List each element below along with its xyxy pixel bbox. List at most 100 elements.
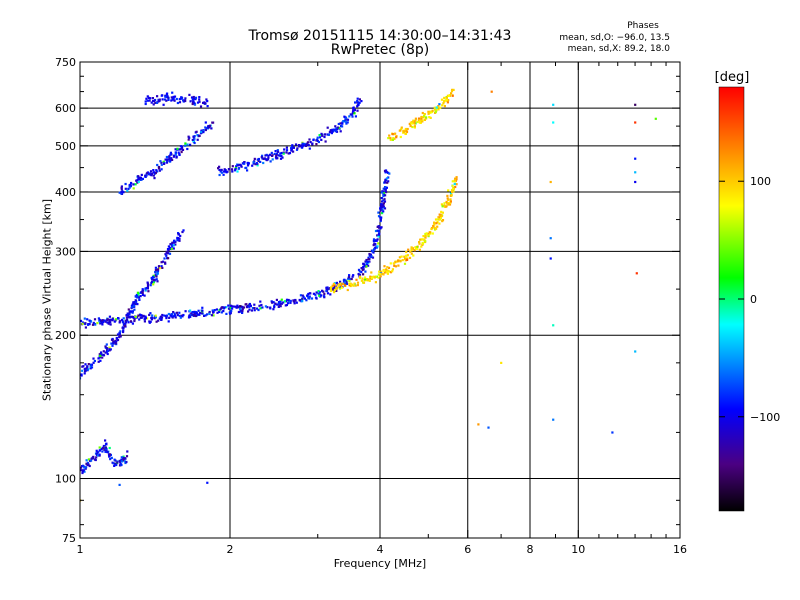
trace-point (225, 306, 228, 309)
x-tick-label: 10 (571, 543, 585, 556)
trace-point (450, 188, 454, 192)
trace-point (149, 312, 152, 315)
trace-point (368, 279, 371, 282)
trace-point (382, 202, 385, 205)
trace-point (154, 171, 157, 174)
trace-point (319, 291, 322, 294)
trace-point (134, 315, 137, 318)
trace-point (102, 447, 105, 450)
trace-point (323, 135, 326, 139)
trace-point (248, 305, 251, 308)
trace-point (179, 148, 182, 151)
trace-point (250, 309, 253, 312)
trace-point (253, 309, 256, 312)
trace-point (178, 101, 182, 104)
trace-point (432, 224, 435, 228)
trace-point (124, 187, 127, 190)
trace-point (224, 169, 227, 172)
trace-point (106, 451, 109, 454)
trace-point (441, 205, 444, 208)
trace-point (264, 154, 267, 157)
trace-point (184, 97, 187, 100)
trace-point (346, 118, 350, 121)
trace-point (169, 247, 172, 250)
colorbar-tick-label: −100 (750, 411, 780, 424)
trace-point (441, 104, 444, 107)
trace-point (439, 106, 442, 109)
trace-point (212, 310, 215, 314)
trace-point (141, 289, 145, 292)
trace-point (149, 170, 153, 173)
trace-point (287, 298, 290, 302)
trace-point (177, 148, 180, 151)
trace-point (208, 310, 211, 314)
trace-point (435, 109, 438, 112)
trace-point (362, 262, 365, 265)
trace-point (186, 147, 189, 151)
trace-point (345, 281, 348, 284)
trace-point (424, 234, 427, 238)
trace-point (139, 314, 142, 317)
trace-point (387, 266, 391, 269)
trace-point (422, 235, 425, 238)
trace-point (105, 447, 108, 450)
trace-point (144, 317, 147, 320)
trace-point (289, 301, 292, 304)
trace-point (141, 177, 144, 180)
trace-point (160, 261, 163, 264)
trace-point (187, 135, 190, 138)
trace-point (108, 446, 111, 450)
trace-point (175, 97, 178, 101)
trace-point (196, 134, 199, 137)
trace-point (436, 225, 439, 228)
trace-point (237, 167, 240, 170)
trace-point (203, 314, 206, 317)
trace-point (240, 165, 243, 168)
trace-point (148, 320, 151, 323)
isolated-point (206, 481, 209, 484)
trace-point (118, 191, 121, 194)
trace-point (156, 95, 159, 98)
trace-point (171, 245, 174, 248)
trace-point (353, 108, 356, 111)
trace-point (181, 315, 184, 318)
trace-point (165, 254, 168, 257)
trace-point (157, 319, 160, 322)
trace-point (204, 314, 207, 317)
trace-point (435, 227, 438, 230)
trace-point (113, 464, 116, 467)
trace-point (204, 121, 207, 124)
trace-point (85, 462, 88, 465)
trace-point (427, 110, 430, 113)
trace-point (151, 275, 155, 278)
trace-point (405, 250, 408, 254)
trace-point (85, 466, 88, 469)
trace-point (169, 153, 172, 156)
trace-point (341, 122, 344, 125)
trace-point (206, 313, 209, 316)
trace-point (124, 320, 127, 323)
trace-point (106, 319, 109, 322)
trace-point (348, 278, 351, 281)
trace-point (387, 137, 390, 140)
trace-point (317, 290, 320, 293)
trace-point (371, 256, 375, 259)
trace-point (174, 148, 177, 151)
trace-point (302, 295, 305, 298)
trace-point (380, 197, 383, 200)
trace-point (187, 316, 191, 319)
trace-point (83, 317, 86, 320)
trace-point (354, 115, 357, 118)
trace-point (81, 471, 84, 475)
trace-point (445, 98, 448, 101)
trace-point (104, 446, 107, 449)
trace-point (308, 147, 311, 150)
trace-point (146, 282, 150, 285)
trace-point (83, 372, 86, 375)
trace-point (112, 341, 115, 344)
trace-point (257, 159, 260, 162)
trace-point (443, 202, 446, 205)
trace-point (318, 136, 322, 139)
trace-point (186, 143, 189, 146)
